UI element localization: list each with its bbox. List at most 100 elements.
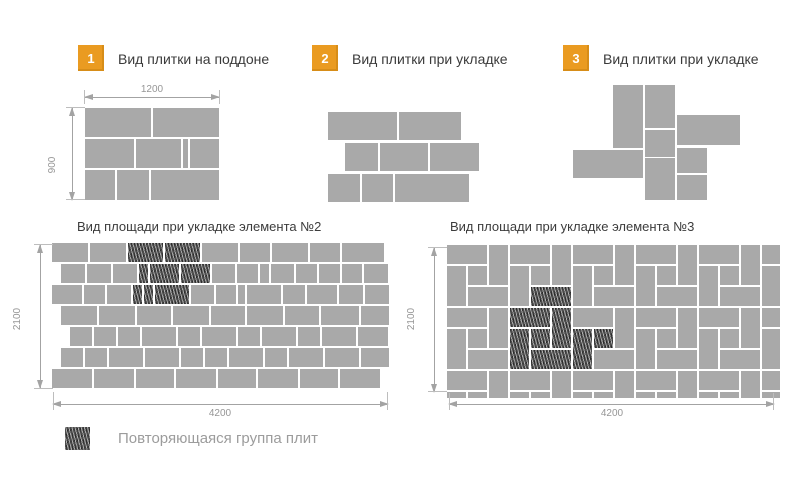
dim-line-area2-width <box>52 401 389 407</box>
tile <box>90 243 126 262</box>
tile <box>720 350 760 369</box>
tile <box>594 392 613 398</box>
tile <box>265 348 287 367</box>
area-2-tile-field <box>52 243 392 390</box>
tile <box>176 369 216 388</box>
area-3-tile-field <box>447 245 780 398</box>
tile <box>216 285 236 304</box>
tile <box>741 371 760 398</box>
tile <box>573 150 643 178</box>
tile <box>142 327 176 346</box>
tile <box>173 306 209 325</box>
tile-hatched <box>573 329 592 369</box>
tile <box>212 264 235 283</box>
tile <box>52 285 82 304</box>
tile <box>339 285 363 304</box>
tile-hatched <box>181 264 210 283</box>
tile-hatched <box>531 287 571 306</box>
extension-line <box>84 90 85 104</box>
tile <box>229 348 263 367</box>
tile <box>52 243 88 262</box>
tile <box>468 392 487 398</box>
extension-line <box>428 391 447 392</box>
tile <box>289 348 323 367</box>
tile <box>218 369 256 388</box>
tile <box>181 348 203 367</box>
dim-line-area2-height <box>37 244 43 389</box>
tile <box>87 264 111 283</box>
tile <box>136 139 181 168</box>
tile <box>211 306 245 325</box>
tile <box>447 371 487 390</box>
tile <box>94 327 116 346</box>
tile <box>720 392 739 398</box>
tile <box>657 287 697 306</box>
tile <box>636 392 655 398</box>
tile <box>678 245 697 285</box>
tile <box>573 308 613 327</box>
extension-line <box>34 388 53 389</box>
tile <box>699 245 739 264</box>
dim-line-pallet-height <box>69 107 75 201</box>
tile <box>298 327 320 346</box>
tile <box>272 243 308 262</box>
extension-line <box>34 244 53 245</box>
tile <box>85 348 107 367</box>
tile <box>762 266 780 306</box>
tile <box>358 327 388 346</box>
tile <box>240 243 270 262</box>
tile <box>615 308 634 348</box>
tile <box>594 287 634 306</box>
tile <box>153 108 219 137</box>
tile <box>151 170 219 200</box>
tile <box>238 285 245 304</box>
tile <box>190 139 219 168</box>
tile <box>342 243 384 262</box>
tile <box>202 327 236 346</box>
tile <box>395 174 469 202</box>
tile <box>136 369 174 388</box>
tile <box>70 327 92 346</box>
tile <box>362 174 393 202</box>
tile <box>238 327 260 346</box>
tile <box>202 243 238 262</box>
tile <box>645 130 675 157</box>
tile <box>468 329 487 348</box>
tile <box>677 175 707 200</box>
tile <box>447 329 466 369</box>
tile <box>84 285 105 304</box>
area-2-title: Вид площади при укладке элемента №2 <box>77 219 322 234</box>
tile <box>657 350 697 369</box>
tile <box>699 329 718 369</box>
tile <box>322 327 356 346</box>
tile <box>113 264 137 283</box>
tile <box>489 308 508 348</box>
tile <box>657 329 676 348</box>
tile <box>699 266 718 306</box>
tile-hatched <box>144 285 153 304</box>
dim-area3-height-value: 2100 <box>406 307 417 331</box>
tile <box>720 329 739 348</box>
tile <box>191 285 214 304</box>
tile <box>258 369 298 388</box>
tile <box>573 245 613 264</box>
legend-label: Повторяющаяся группа плит <box>118 430 318 447</box>
tile <box>636 329 655 369</box>
tile <box>380 143 428 171</box>
tile <box>677 115 740 145</box>
step-3-label: Вид плитки при укладке <box>603 51 759 67</box>
tile <box>531 392 550 398</box>
tile <box>762 308 780 327</box>
legend-hatch-swatch <box>65 427 90 450</box>
tile <box>645 85 675 128</box>
tile <box>678 371 697 398</box>
laying-pattern-2-diagram <box>328 112 488 202</box>
tile <box>345 143 378 171</box>
tile <box>699 371 739 390</box>
tile <box>636 308 676 327</box>
tile <box>489 245 508 285</box>
tile <box>117 170 149 200</box>
extension-line <box>387 392 388 410</box>
tile <box>85 170 115 200</box>
tile <box>178 327 200 346</box>
